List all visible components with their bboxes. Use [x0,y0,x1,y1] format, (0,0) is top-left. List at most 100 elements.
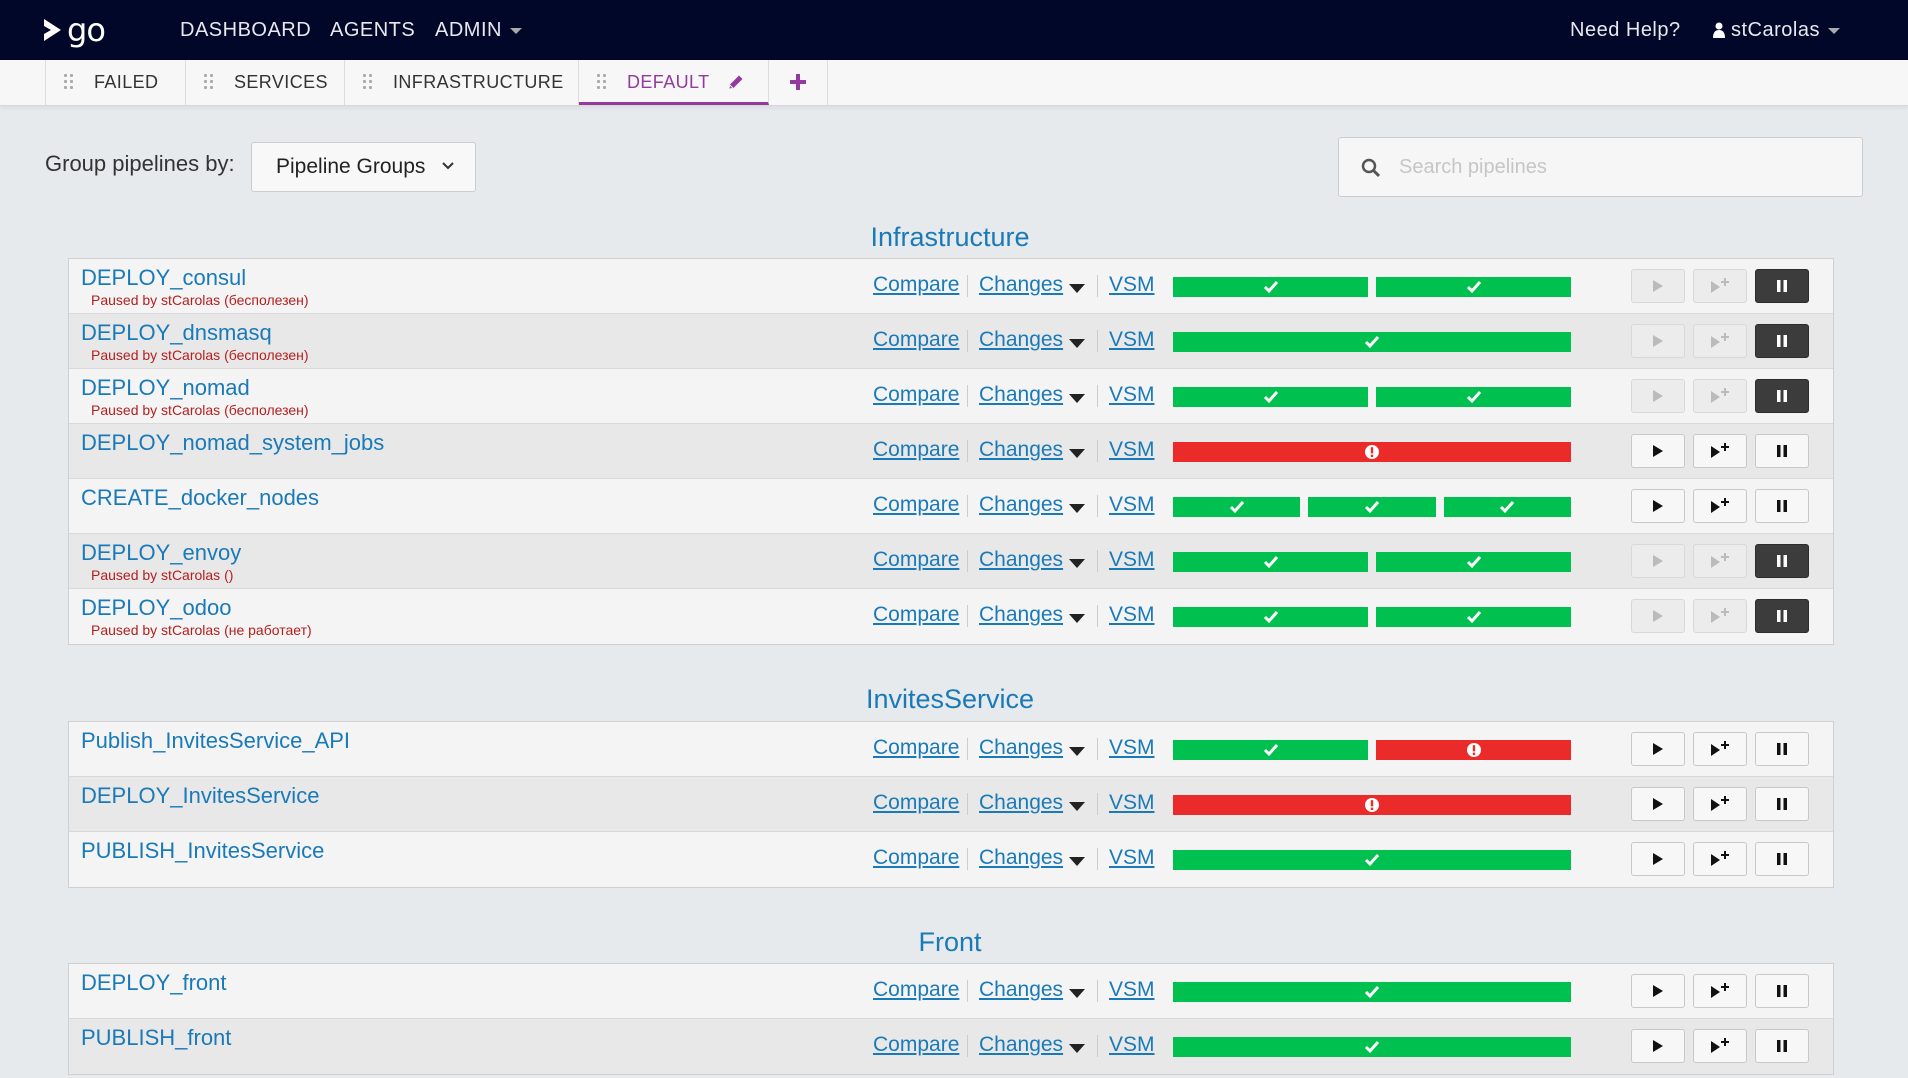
trigger-button[interactable] [1631,974,1685,1008]
caret-down-icon[interactable] [1069,1044,1085,1053]
trigger-button[interactable] [1631,732,1685,766]
caret-down-icon[interactable] [1069,747,1085,756]
trigger-button[interactable] [1631,324,1685,358]
nav-admin[interactable]: ADMIN [435,0,522,60]
vsm-link[interactable]: VSM [1109,328,1155,351]
compare-link[interactable]: Compare [873,383,960,406]
compare-link[interactable]: Compare [873,603,960,626]
changes-link[interactable]: Changes [979,791,1064,814]
pause-button[interactable] [1755,732,1809,766]
stage-passed[interactable] [1173,740,1368,760]
unpause-button[interactable] [1755,379,1809,413]
pipeline-name-link[interactable]: DEPLOY_InvitesService [81,783,320,808]
trigger-with-options-button[interactable] [1693,842,1747,876]
stage-passed[interactable] [1308,497,1436,517]
stage-passed[interactable] [1173,277,1368,297]
trigger-button[interactable] [1631,1029,1685,1063]
changes-link[interactable]: Changes [979,383,1064,406]
tab-infrastructure[interactable]: INFRASTRUCTURE [345,60,579,105]
vsm-link[interactable]: VSM [1109,438,1155,461]
vsm-link[interactable]: VSM [1109,383,1155,406]
caret-down-icon[interactable] [1069,802,1085,811]
trigger-button[interactable] [1631,379,1685,413]
pipeline-name-link[interactable]: DEPLOY_front [81,970,227,995]
trigger-with-options-button[interactable] [1693,324,1747,358]
changes-link[interactable]: Changes [979,328,1064,351]
changes-link[interactable]: Changes [979,1033,1064,1056]
tab-services[interactable]: SERVICES [186,60,345,105]
stage-passed[interactable] [1443,497,1571,517]
caret-down-icon[interactable] [1069,559,1085,568]
pause-button[interactable] [1755,842,1809,876]
trigger-with-options-button[interactable] [1693,379,1747,413]
caret-down-icon[interactable] [1069,394,1085,403]
vsm-link[interactable]: VSM [1109,548,1155,571]
stage-passed[interactable] [1376,552,1571,572]
vsm-link[interactable]: VSM [1109,736,1155,759]
trigger-with-options-button[interactable] [1693,599,1747,633]
edit-pencil-icon[interactable] [727,73,745,91]
pipeline-name-link[interactable]: DEPLOY_consul [81,265,247,290]
changes-link[interactable]: Changes [979,846,1064,869]
trigger-with-options-button[interactable] [1693,269,1747,303]
pipeline-name-link[interactable]: CREATE_docker_nodes [81,485,320,510]
stage-passed[interactable] [1173,332,1571,352]
search-input[interactable] [1399,148,1839,186]
trigger-button[interactable] [1631,434,1685,468]
pipeline-name-link[interactable]: DEPLOY_nomad [81,375,250,400]
pipeline-name-link[interactable]: PUBLISH_front [81,1025,232,1050]
changes-link[interactable]: Changes [979,978,1064,1001]
caret-down-icon[interactable] [1069,614,1085,623]
trigger-with-options-button[interactable] [1693,974,1747,1008]
drag-handle-icon[interactable] [204,74,216,92]
pipeline-name-link[interactable]: DEPLOY_envoy [81,540,242,565]
stage-passed[interactable] [1376,387,1571,407]
caret-down-icon[interactable] [1069,857,1085,866]
caret-down-icon[interactable] [1069,989,1085,998]
nav-dashboard[interactable]: DASHBOARD [180,19,312,41]
vsm-link[interactable]: VSM [1109,846,1155,869]
trigger-with-options-button[interactable] [1693,732,1747,766]
stage-passed[interactable] [1173,387,1368,407]
trigger-button[interactable] [1631,599,1685,633]
changes-link[interactable]: Changes [979,493,1064,516]
pause-button[interactable] [1755,489,1809,523]
caret-down-icon[interactable] [1069,504,1085,513]
drag-handle-icon[interactable] [597,74,609,92]
vsm-link[interactable]: VSM [1109,603,1155,626]
unpause-button[interactable] [1755,599,1809,633]
add-tab-button[interactable] [769,60,828,105]
caret-down-icon[interactable] [1069,339,1085,348]
compare-link[interactable]: Compare [873,846,960,869]
vsm-link[interactable]: VSM [1109,273,1155,296]
compare-link[interactable]: Compare [873,978,960,1001]
pipeline-name-link[interactable]: DEPLOY_dnsmasq [81,320,272,345]
compare-link[interactable]: Compare [873,273,960,296]
drag-handle-icon[interactable] [64,74,76,92]
compare-link[interactable]: Compare [873,548,960,571]
vsm-link[interactable]: VSM [1109,493,1155,516]
compare-link[interactable]: Compare [873,736,960,759]
trigger-with-options-button[interactable] [1693,1029,1747,1063]
stage-passed[interactable] [1173,497,1301,517]
nav-agents[interactable]: AGENTS [330,19,416,41]
compare-link[interactable]: Compare [873,493,960,516]
stage-failed[interactable] [1376,740,1571,760]
vsm-link[interactable]: VSM [1109,791,1155,814]
trigger-button[interactable] [1631,489,1685,523]
drag-handle-icon[interactable] [363,74,375,92]
unpause-button[interactable] [1755,544,1809,578]
compare-link[interactable]: Compare [873,1033,960,1056]
pipeline-name-link[interactable]: Publish_InvitesService_API [81,728,351,753]
stage-passed[interactable] [1376,607,1571,627]
caret-down-icon[interactable] [1069,449,1085,458]
stage-passed[interactable] [1173,850,1571,870]
compare-link[interactable]: Compare [873,328,960,351]
stage-passed[interactable] [1173,607,1368,627]
changes-link[interactable]: Changes [979,438,1064,461]
need-help-link[interactable]: Need Help? [1570,19,1681,41]
pipeline-name-link[interactable]: DEPLOY_odoo [81,595,232,620]
tab-failed[interactable]: FAILED [45,60,186,105]
compare-link[interactable]: Compare [873,791,960,814]
stage-failed[interactable] [1173,442,1571,462]
